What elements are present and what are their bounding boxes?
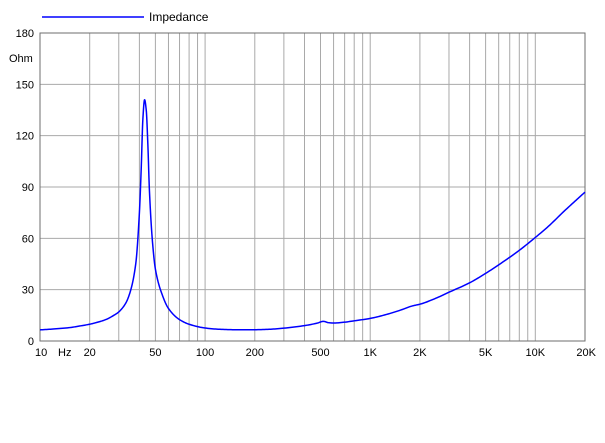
x-tick-label: 200 bbox=[246, 347, 264, 359]
grid bbox=[40, 33, 585, 341]
legend: Impedance bbox=[42, 10, 209, 24]
x-tick-label: 20K bbox=[576, 347, 596, 359]
x-tick-label: 50 bbox=[149, 347, 161, 359]
y-tick-label: 180 bbox=[16, 28, 34, 40]
x-tick-label: 2K bbox=[413, 347, 427, 359]
x-axis-label: Hz bbox=[58, 347, 71, 359]
y-tick-label: 60 bbox=[22, 233, 34, 245]
x-tick-label: 5K bbox=[479, 347, 493, 359]
y-tick-labels: 0 30 60 90 120 150 180 bbox=[16, 28, 34, 348]
x-tick-labels: 10 20 50 100 200 500 1K 2K 5K 10K 20K bbox=[35, 347, 597, 359]
x-tick-label: 500 bbox=[311, 347, 329, 359]
series-lines bbox=[39, 98, 586, 331]
y-tick-label: 150 bbox=[16, 79, 34, 91]
y-tick-label: 120 bbox=[16, 131, 34, 143]
x-tick-label: 10K bbox=[526, 347, 546, 359]
x-tick-label: 100 bbox=[196, 347, 214, 359]
legend-label-impedance: Impedance bbox=[149, 10, 209, 24]
x-tick-label: 1K bbox=[363, 347, 377, 359]
y-tick-label: 90 bbox=[22, 182, 34, 194]
y-tick-label: 0 bbox=[28, 336, 34, 348]
series-line-impedance bbox=[39, 98, 586, 331]
y-tick-label: 30 bbox=[22, 285, 34, 297]
x-tick-label: 10 bbox=[35, 347, 47, 359]
x-tick-label: 20 bbox=[84, 347, 96, 359]
y-axis-label: Ohm bbox=[9, 53, 33, 65]
plot-frame bbox=[39, 32, 586, 342]
